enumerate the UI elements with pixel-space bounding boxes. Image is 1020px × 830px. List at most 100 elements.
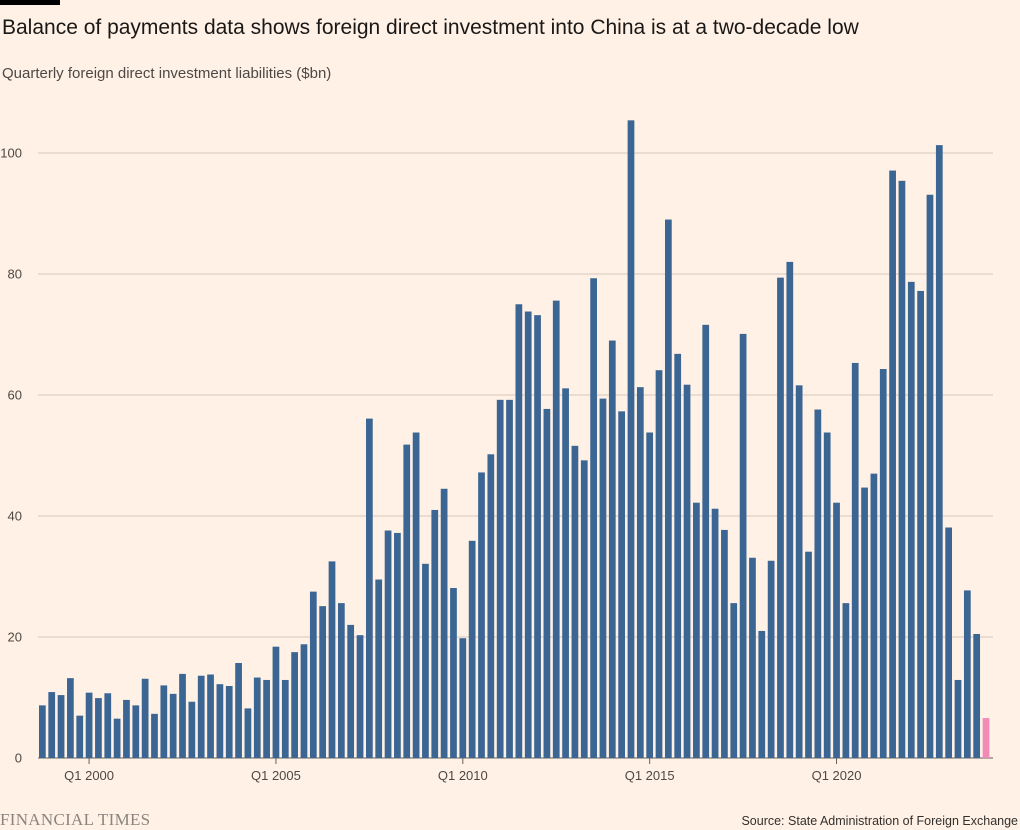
chart-subtitle: Quarterly foreign direct investment liab…	[2, 65, 332, 82]
x-tick-label: Q1 2005	[251, 768, 301, 783]
bar	[160, 685, 168, 758]
bar	[403, 444, 411, 758]
bar	[300, 644, 308, 758]
bar	[917, 290, 924, 758]
x-tick-label: Q1 2000	[64, 768, 114, 783]
bar	[225, 686, 233, 758]
bar	[39, 705, 46, 758]
bar	[646, 432, 654, 758]
bar	[618, 411, 625, 758]
bar	[552, 300, 560, 758]
bar	[309, 591, 317, 759]
bar	[356, 635, 364, 758]
bar	[151, 713, 158, 758]
bar	[833, 502, 840, 758]
bar	[655, 370, 663, 758]
bar	[328, 561, 336, 759]
bar	[674, 353, 682, 758]
bar	[216, 684, 224, 758]
bar	[141, 678, 149, 758]
bar	[571, 445, 579, 758]
bar	[777, 277, 784, 758]
chart-title: Balance of payments data shows foreign d…	[2, 16, 859, 39]
bar	[721, 529, 728, 758]
bar	[253, 677, 261, 758]
y-tick-label: 20	[8, 630, 22, 645]
bar	[347, 624, 355, 758]
bar	[842, 603, 850, 758]
bar	[487, 454, 495, 758]
y-tick-label: 100	[0, 146, 22, 161]
x-tick-label: Q1 2010	[438, 768, 488, 783]
bar	[749, 557, 756, 758]
bar	[272, 646, 280, 758]
bar	[57, 695, 65, 758]
bar	[281, 679, 289, 759]
bar	[235, 663, 242, 758]
bar	[506, 399, 513, 758]
bar	[543, 408, 551, 758]
bar	[431, 509, 439, 758]
bar	[786, 261, 794, 758]
bar	[861, 487, 868, 758]
bar	[496, 399, 504, 758]
bar	[730, 603, 738, 758]
bar	[384, 530, 392, 758]
bar	[412, 432, 420, 758]
bar	[207, 674, 214, 758]
bar	[95, 698, 102, 759]
bar	[767, 560, 775, 758]
bar	[608, 340, 616, 758]
bar	[870, 473, 878, 758]
bar	[590, 278, 597, 758]
bar	[889, 170, 896, 759]
bar	[664, 219, 672, 759]
bar	[739, 333, 747, 758]
bar	[935, 145, 943, 758]
bar	[440, 488, 448, 758]
bar	[702, 324, 710, 758]
bar	[636, 387, 644, 758]
bar	[244, 708, 252, 758]
x-tick-label: Q1 2020	[812, 768, 862, 783]
bar	[478, 472, 485, 758]
bar	[263, 679, 270, 759]
bar	[515, 304, 523, 758]
bar	[291, 652, 298, 759]
bar	[132, 705, 140, 758]
bar	[907, 281, 915, 758]
bar	[524, 311, 532, 758]
bar	[879, 368, 887, 758]
bar	[683, 384, 691, 758]
bar	[450, 588, 457, 758]
bar	[580, 460, 588, 758]
bar	[319, 606, 327, 758]
bar	[627, 120, 635, 758]
bar	[954, 679, 962, 759]
bar	[179, 673, 186, 758]
bar	[693, 502, 700, 758]
bar	[599, 398, 607, 758]
bar	[823, 432, 831, 758]
bar	[169, 693, 177, 758]
bar	[85, 692, 93, 758]
bar	[337, 603, 345, 758]
y-tick-label: 60	[8, 388, 22, 403]
y-tick-label: 80	[8, 267, 22, 282]
bar	[468, 540, 476, 758]
bar	[534, 315, 541, 758]
bar	[562, 388, 569, 758]
bar	[805, 551, 812, 758]
bar	[48, 692, 56, 758]
bar	[366, 418, 373, 758]
bar	[375, 579, 383, 758]
bar	[123, 699, 130, 758]
bar	[422, 563, 429, 758]
x-tick-label: Q1 2015	[625, 768, 675, 783]
bar-latest	[982, 718, 990, 758]
bar	[394, 532, 401, 758]
bar	[711, 508, 719, 758]
y-tick-label: 40	[8, 509, 22, 524]
bar	[926, 194, 934, 758]
